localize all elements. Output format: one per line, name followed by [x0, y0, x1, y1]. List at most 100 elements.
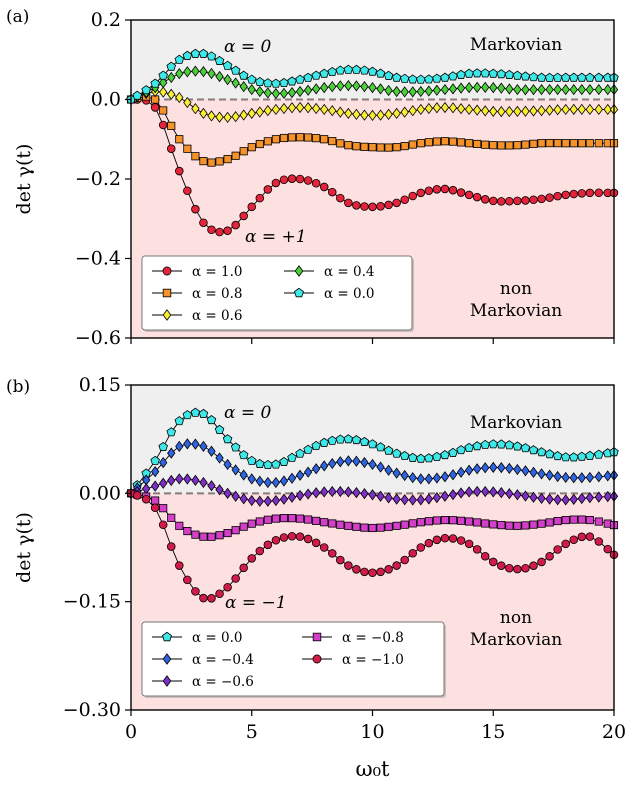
data-point	[368, 143, 377, 152]
data-point	[465, 139, 474, 148]
data-point	[214, 424, 225, 434]
data-point	[368, 202, 377, 212]
data-point	[255, 517, 264, 526]
data-point	[432, 451, 442, 461]
data-point	[553, 104, 562, 116]
data-point	[497, 561, 506, 570]
data-point	[456, 536, 466, 545]
data-point	[440, 184, 450, 194]
data-point	[577, 72, 587, 82]
data-point	[183, 96, 192, 109]
alpha-annotation: α = 0	[224, 37, 272, 57]
data-point	[247, 519, 256, 528]
data-point	[456, 188, 466, 197]
data-point	[432, 102, 442, 114]
data-point	[481, 485, 490, 498]
data-point	[166, 427, 177, 437]
data-point	[569, 103, 578, 115]
data-point	[594, 72, 604, 82]
data-point	[561, 139, 570, 148]
data-point	[255, 106, 264, 118]
data-point	[497, 141, 506, 150]
data-point	[352, 201, 361, 210]
data-point	[311, 178, 321, 188]
data-point	[352, 486, 361, 499]
data-point	[529, 520, 538, 529]
data-point	[344, 521, 353, 530]
data-point	[448, 447, 458, 457]
data-point	[513, 105, 522, 118]
data-point	[231, 526, 240, 535]
data-point	[311, 538, 321, 548]
data-point	[367, 66, 378, 76]
data-point	[585, 516, 594, 525]
data-point	[174, 54, 185, 64]
series-0	[126, 407, 619, 498]
data-point	[328, 105, 337, 117]
data-point	[569, 535, 579, 545]
data-point	[295, 174, 305, 184]
data-point	[537, 557, 546, 567]
data-point	[239, 493, 248, 505]
data-point	[376, 523, 385, 532]
data-point	[440, 490, 450, 502]
data-point	[271, 178, 281, 188]
data-point	[376, 461, 385, 473]
data-point	[175, 91, 184, 104]
data-point	[206, 415, 217, 425]
data-point	[311, 83, 321, 95]
data-point	[191, 438, 200, 450]
data-point	[360, 567, 369, 577]
data-point	[239, 211, 248, 221]
data-point	[223, 155, 232, 164]
data-point	[271, 476, 281, 489]
data-point	[472, 441, 482, 451]
data-point	[367, 439, 378, 449]
data-point	[392, 85, 401, 98]
data-point	[529, 561, 538, 570]
data-point	[215, 589, 224, 599]
data-point	[231, 77, 240, 89]
data-point	[585, 450, 595, 460]
legend-entry-label: α = −0.8	[342, 630, 404, 646]
data-point	[408, 494, 417, 506]
y-tick-label: 0.2	[91, 9, 121, 31]
data-point	[191, 204, 200, 214]
data-point	[585, 72, 595, 82]
data-point	[198, 408, 209, 418]
y-tick-label: −0.2	[75, 168, 121, 190]
data-point	[182, 50, 193, 60]
data-point	[489, 105, 498, 118]
data-point	[545, 469, 554, 481]
data-point	[529, 491, 538, 503]
legend-entry-label: α = −0.6	[192, 674, 254, 690]
data-point	[344, 561, 353, 570]
data-point	[577, 139, 586, 148]
data-point	[199, 157, 208, 166]
data-point	[585, 492, 595, 504]
data-point	[255, 193, 265, 203]
data-point	[505, 196, 514, 206]
data-point	[456, 487, 466, 499]
data-point	[603, 470, 612, 482]
data-point	[295, 74, 305, 84]
data-point	[513, 521, 522, 530]
series-4	[126, 489, 619, 603]
data-point	[553, 516, 562, 526]
data-point	[360, 142, 369, 151]
data-point	[520, 71, 531, 81]
data-point	[263, 137, 272, 146]
series-1	[126, 438, 619, 499]
data-point	[223, 487, 232, 499]
legend-marker	[162, 309, 172, 321]
data-point	[247, 494, 256, 507]
data-point	[303, 176, 313, 185]
data-point	[312, 516, 321, 525]
data-point	[352, 142, 361, 151]
data-point	[561, 516, 570, 525]
data-point	[351, 64, 362, 74]
legend-marker	[294, 287, 304, 298]
data-point	[448, 185, 458, 195]
data-point	[255, 475, 264, 487]
data-point	[207, 594, 216, 603]
